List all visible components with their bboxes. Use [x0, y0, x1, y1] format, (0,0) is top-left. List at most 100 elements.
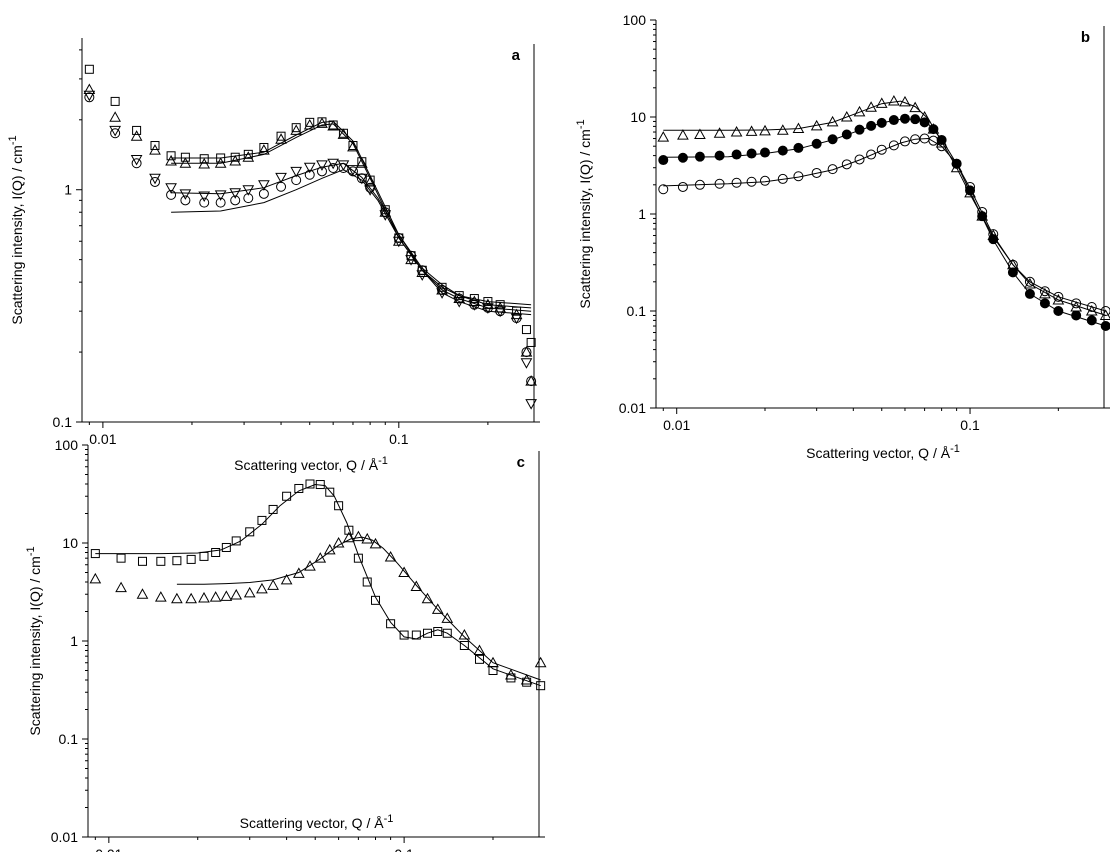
series-1 — [657, 95, 1110, 320]
series-3 — [83, 90, 537, 410]
data-point — [713, 127, 726, 138]
data-point — [495, 306, 506, 317]
data-point — [853, 105, 866, 117]
data-point — [936, 141, 947, 152]
data-point — [827, 134, 838, 145]
data-point — [793, 142, 804, 153]
data-point — [259, 142, 269, 152]
data-point — [854, 124, 865, 135]
data-point — [777, 173, 788, 184]
data-point — [483, 297, 493, 307]
data-point — [658, 184, 669, 195]
data-point — [759, 124, 771, 136]
data-point — [380, 207, 391, 218]
data-point — [469, 294, 479, 304]
data-point — [268, 504, 278, 514]
data-point — [810, 119, 823, 131]
x-tick-label: 0.01 — [95, 846, 122, 852]
data-point — [337, 160, 350, 171]
data-point — [866, 120, 877, 131]
data-point — [165, 154, 177, 166]
data-point — [520, 673, 533, 685]
data-point — [677, 129, 689, 140]
data-point — [792, 122, 805, 134]
data-point — [327, 120, 340, 131]
y-axis-title: Scattering intensity, I(Q) / cm-1 — [7, 135, 25, 324]
data-point — [526, 376, 537, 387]
data-point — [416, 270, 429, 281]
data-point — [347, 140, 359, 152]
y-tick-label: 0.1 — [53, 414, 73, 430]
data-point — [505, 668, 517, 680]
data-point — [221, 542, 231, 552]
data-point — [658, 155, 669, 166]
x-tick-label: 0.1 — [389, 431, 409, 447]
data-point — [521, 347, 532, 358]
x-tick-label: 0.01 — [89, 431, 116, 447]
data-point — [928, 135, 939, 146]
data-point — [1100, 321, 1110, 332]
data-point — [677, 181, 688, 192]
data-point — [154, 591, 167, 602]
data-point — [421, 592, 434, 604]
data-point — [275, 133, 287, 144]
data-point — [84, 64, 94, 74]
data-point — [369, 537, 382, 549]
fit-line-1 — [171, 120, 532, 306]
y-tick-label: 0.01 — [619, 400, 646, 416]
data-point — [760, 175, 771, 186]
data-point — [83, 90, 96, 102]
data-point — [352, 530, 365, 542]
data-point — [417, 265, 428, 276]
data-point — [677, 152, 688, 163]
chart-panel-b: 0.01 0.1 0.01 0.1 1 10 100 b Scattering vector, … — [575, 12, 1110, 461]
data-point — [276, 131, 286, 141]
data-point — [216, 153, 226, 163]
data-point — [746, 176, 757, 187]
data-point — [899, 113, 910, 124]
data-point — [109, 125, 121, 137]
data-point — [841, 159, 852, 170]
series-4 — [84, 92, 537, 387]
data-point — [280, 573, 293, 585]
data-point — [305, 117, 315, 127]
data-point — [526, 337, 536, 347]
data-point — [386, 619, 396, 629]
data-point — [353, 553, 363, 563]
data-point — [525, 399, 537, 410]
data-point — [242, 151, 255, 162]
fit-line-1 — [95, 483, 541, 687]
x-axis-title-sup: -1 — [384, 813, 394, 825]
data-point — [165, 183, 177, 194]
data-point — [988, 229, 999, 240]
data-point — [760, 147, 771, 158]
data-point — [323, 543, 336, 555]
data-point — [231, 536, 241, 546]
data-point — [199, 154, 209, 164]
data-point — [291, 123, 301, 133]
data-point — [89, 572, 102, 584]
x-axis-title: Scattering vector, Q / Å-1 — [234, 455, 388, 473]
data-point — [180, 195, 191, 206]
fit-line-1 — [663, 100, 1106, 316]
data-point — [355, 157, 368, 168]
data-point — [840, 110, 853, 122]
data-point — [116, 553, 126, 563]
data-point — [303, 118, 316, 130]
y-tick-label: 10 — [630, 109, 646, 125]
data-point — [826, 115, 839, 127]
data-point — [841, 129, 852, 140]
y-tick-label: 0.1 — [627, 303, 647, 319]
data-point — [1039, 287, 1051, 299]
data-point — [243, 193, 254, 204]
data-point — [398, 566, 410, 578]
x-tick-label: 0.01 — [663, 417, 690, 433]
data-point — [365, 182, 376, 193]
data-point — [495, 300, 505, 310]
series-2 — [89, 530, 547, 685]
x-axis-title-sup: -1 — [378, 455, 388, 467]
y-tick-label: 100 — [55, 437, 79, 453]
data-point — [220, 590, 233, 601]
data-point — [131, 158, 142, 169]
